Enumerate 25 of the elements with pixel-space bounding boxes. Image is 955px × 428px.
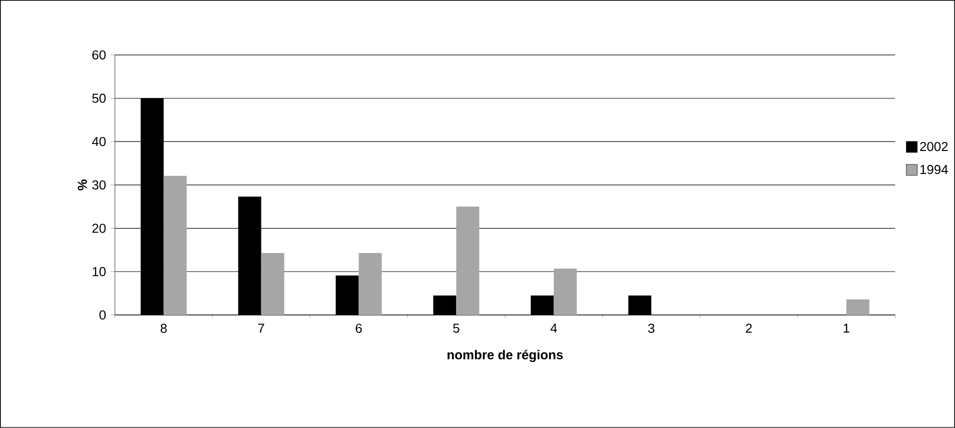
y-tick-label: 20	[92, 224, 106, 233]
y-tick-label: 10	[92, 267, 106, 276]
legend-label: 2002	[920, 142, 948, 152]
y-tick-label: 50	[92, 94, 106, 103]
bar	[554, 268, 577, 316]
bar	[846, 299, 870, 316]
bar	[358, 253, 382, 316]
bar	[456, 206, 480, 316]
x-tick-label: 5	[453, 324, 460, 333]
x-tick-label: 8	[160, 324, 167, 333]
x-tick-label: 7	[258, 324, 264, 333]
x-axis-title: nombre de régions	[448, 350, 563, 362]
legend-label: 1994	[920, 164, 948, 174]
x-tick-label: 1	[844, 324, 850, 333]
x-tick-label: 6	[356, 324, 362, 333]
y-axis-title: %	[78, 180, 87, 190]
y-tick-label: 0	[99, 310, 106, 320]
bar	[261, 253, 284, 316]
x-tick-label: 3	[648, 324, 654, 333]
x-tick-label: 4	[550, 324, 558, 333]
bar	[164, 176, 187, 316]
y-tick-label: 30	[92, 180, 106, 190]
y-tick-label: 60	[92, 50, 106, 60]
x-tick-label: 2	[746, 324, 752, 333]
y-tick-label: 40	[92, 137, 106, 146]
